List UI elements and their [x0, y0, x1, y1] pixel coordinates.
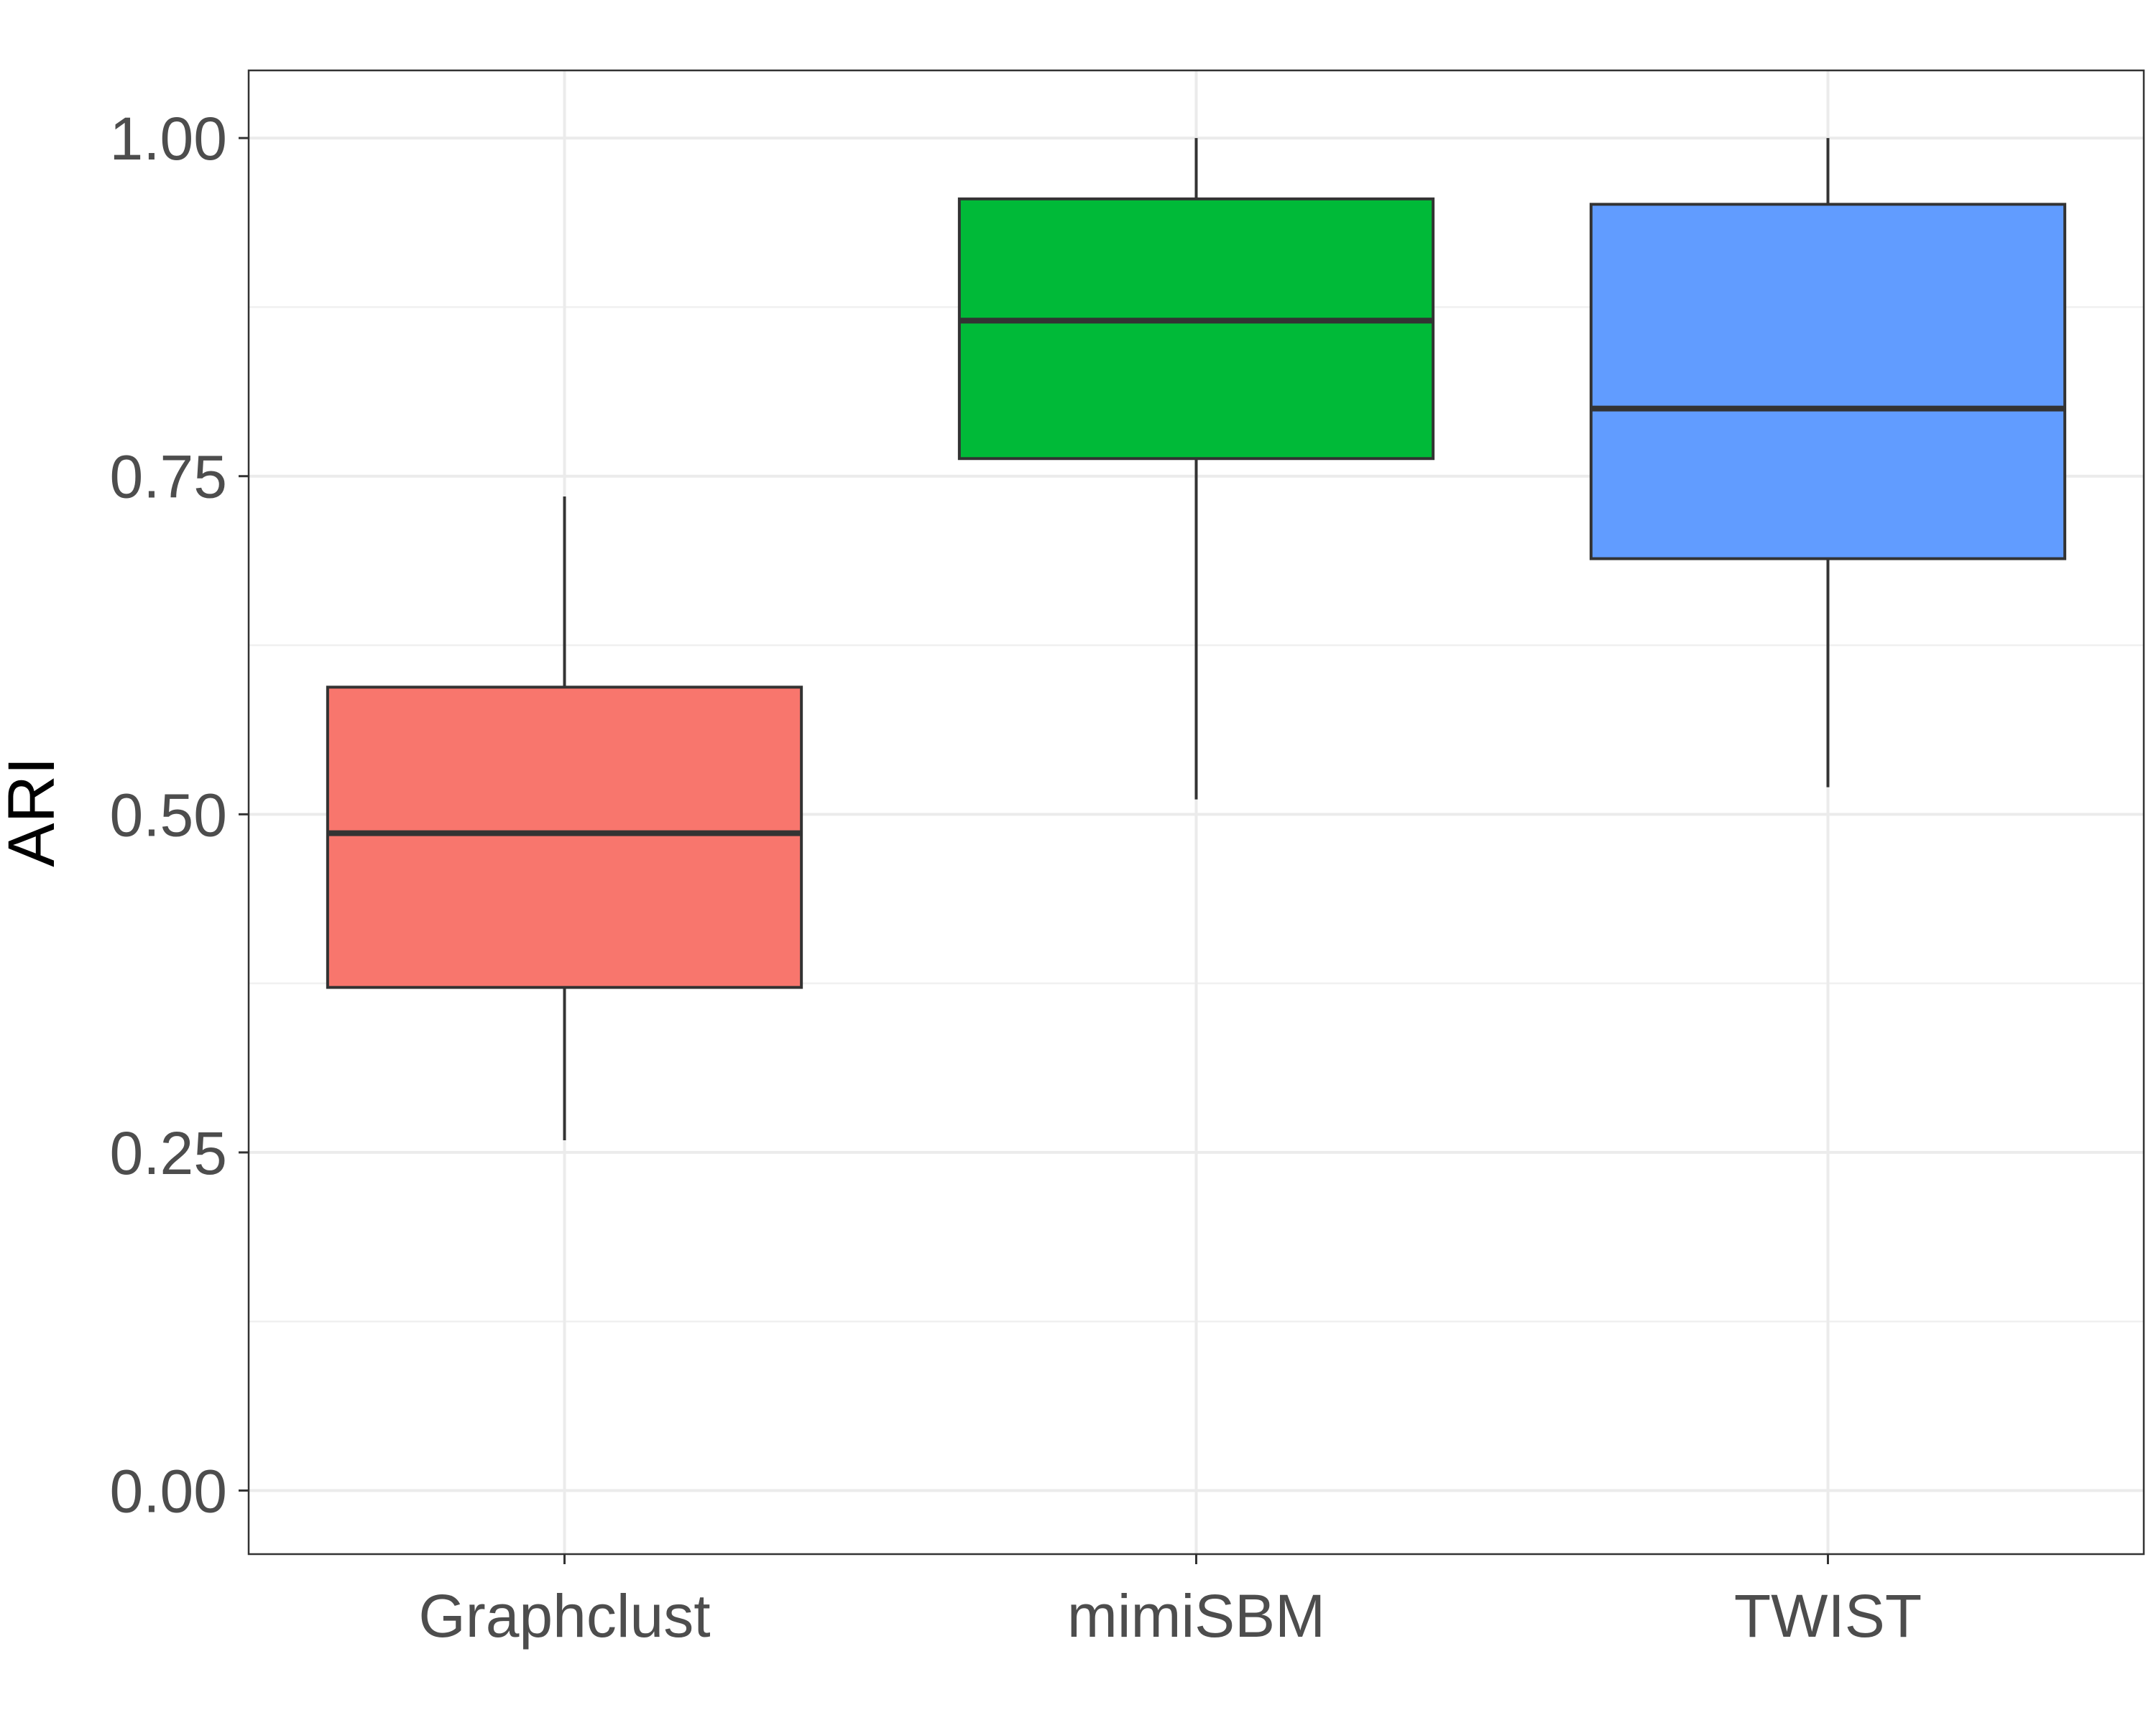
box-TWIST [1589, 138, 2067, 787]
y-axis-title: ARI [0, 757, 68, 867]
y-tick-label: 0.50 [110, 781, 228, 849]
y-tick-label: 0.00 [110, 1458, 228, 1525]
x-tick-label: mimiSBM [1067, 1582, 1325, 1650]
y-tick-label: 0.75 [110, 443, 228, 511]
box-Graphclust [326, 496, 803, 1140]
box-body [326, 685, 803, 989]
x-tick-label: TWIST [1734, 1582, 1922, 1650]
axes: 0.00 0.25 0.50 0.75 1.00 Graphclust mimiSBM TWI… [110, 105, 1922, 1650]
y-tick-label: 1.00 [110, 105, 228, 172]
box-body [957, 197, 1435, 461]
x-tick-label: Graphclust [418, 1582, 710, 1650]
box-mimiSBM [957, 138, 1435, 800]
boxes [326, 138, 2067, 1140]
y-tick-label: 0.25 [110, 1119, 228, 1187]
box-body [1589, 203, 2067, 560]
